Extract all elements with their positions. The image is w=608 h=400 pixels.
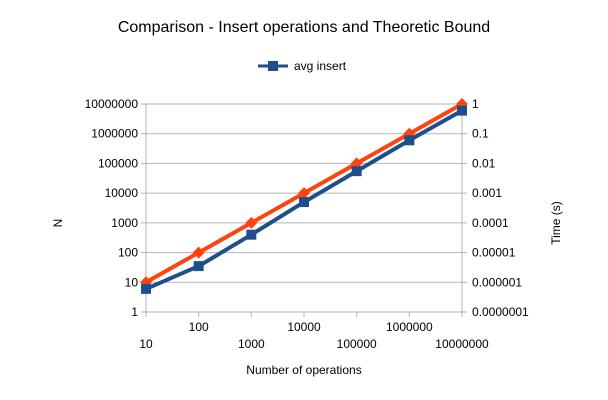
- data-point-theoretic-bound: [298, 187, 310, 200]
- x-axis-label: Number of operations: [246, 363, 361, 377]
- y-right-tick-label: 0.000001: [472, 275, 522, 289]
- y-left-tick-label: 1000000: [91, 127, 138, 141]
- legend: avg insert: [258, 59, 347, 73]
- y-right-tick-label: 0.001: [472, 186, 502, 200]
- x-tick-label: 1000000: [386, 320, 433, 334]
- data-point-avg-insert: [246, 229, 257, 240]
- x-tick-label: 1000: [238, 337, 265, 351]
- y-axis-left-label: N: [51, 219, 65, 228]
- data-point-theoretic-bound: [245, 216, 258, 229]
- series: [140, 98, 468, 294]
- y-left-tick-label: 10: [125, 275, 139, 289]
- y-axis-right-label: Time (s): [549, 201, 563, 245]
- data-point-avg-insert: [299, 197, 309, 208]
- y-left-tick-label: 10000000: [85, 97, 139, 111]
- x-tick-label: 100: [189, 320, 209, 334]
- x-tick-label: 10000: [287, 320, 321, 334]
- y-right-tick-label: 0.0001: [472, 216, 509, 230]
- y-left-tick-label: 10000: [105, 186, 139, 200]
- legend-swatch-marker: [268, 61, 278, 71]
- x-tick-label: 100000: [337, 337, 377, 351]
- y-right-tick-label: 0.00001: [472, 246, 516, 260]
- data-point-avg-insert: [193, 261, 204, 272]
- data-point-theoretic-bound: [192, 246, 205, 259]
- data-point-avg-insert: [351, 166, 362, 177]
- data-point-avg-insert: [404, 135, 415, 146]
- y-left-tick-label: 100000: [98, 156, 138, 170]
- y-left-tick-label: 100: [118, 246, 138, 260]
- data-point-avg-insert: [457, 105, 467, 116]
- legend-label-avg-insert: avg insert: [294, 59, 347, 73]
- data-point-avg-insert: [141, 283, 151, 294]
- x-tick-label: 10: [139, 337, 153, 351]
- y-right-tick-label: 0.0000001: [472, 305, 529, 319]
- y-right-tick-label: 0.1: [472, 127, 489, 141]
- y-right-tick-label: 1: [472, 97, 479, 111]
- tick-labels: 1 0.0000001 10 0.000001 100 0.00001 1000 0.0001…: [85, 97, 529, 351]
- y-left-tick-label: 1: [131, 305, 138, 319]
- x-tick-label: 10000000: [435, 337, 489, 351]
- y-left-tick-label: 1000: [111, 216, 138, 230]
- y-right-tick-label: 0.01: [472, 156, 496, 170]
- chart-title: Comparison - Insert operations and Theor…: [118, 19, 490, 36]
